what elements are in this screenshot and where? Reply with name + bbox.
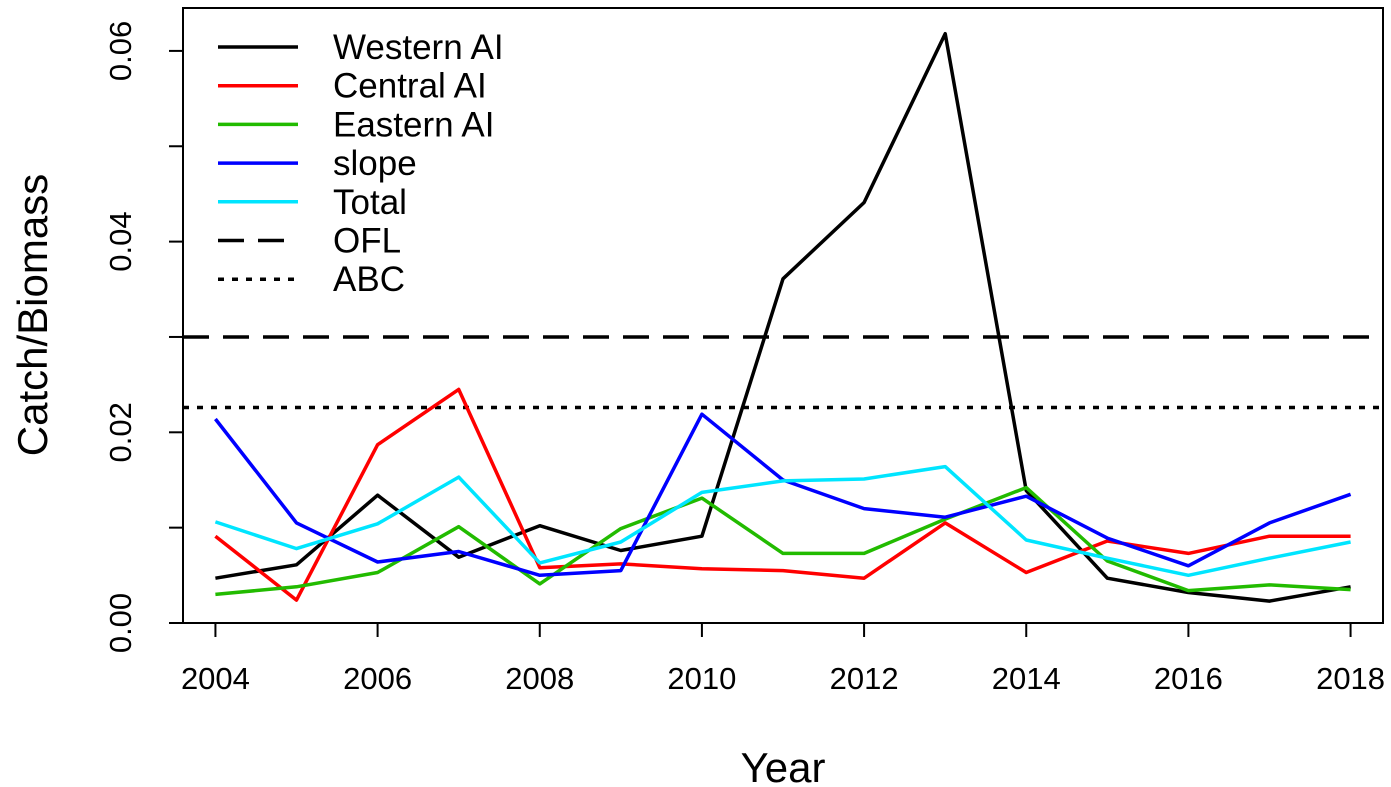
- y-tick-label: 0.02: [103, 402, 138, 462]
- series-line-central-ai: [214, 387, 1351, 602]
- legend-label-ofl: OFL: [333, 222, 401, 261]
- x-tick-label: 2010: [667, 661, 736, 696]
- y-tick-label: 0.04: [103, 211, 138, 271]
- legend-label-total: Total: [333, 183, 407, 222]
- x-tick-label: 2008: [505, 661, 574, 696]
- series-line-western-ai: [215, 31, 1351, 603]
- y-axis: 0.00 0.02 0.04 0.06: [103, 21, 183, 653]
- legend-label-central-ai: Central AI: [333, 67, 487, 106]
- x-axis: 2004 2006 2008 2010 2012 2014 2016 2018: [181, 623, 1385, 696]
- x-axis-title: Year: [741, 744, 826, 787]
- legend-label-eastern-ai: Eastern AI: [333, 105, 494, 144]
- reference-lines: [183, 335, 1383, 410]
- series-lines: [214, 31, 1352, 603]
- legend-label-western-ai: Western AI: [333, 28, 504, 67]
- x-tick-label: 2018: [1316, 661, 1385, 696]
- plot-frame: [182, 7, 1384, 624]
- y-tick-label: 0.06: [103, 21, 138, 81]
- series-line-eastern-ai: [215, 485, 1351, 597]
- x-tick-label: 2016: [1154, 661, 1223, 696]
- x-tick-label: 2014: [992, 661, 1061, 696]
- y-tick-label: 0.00: [103, 593, 138, 653]
- series-line-total: [214, 464, 1351, 578]
- legend-label-abc: ABC: [333, 260, 405, 299]
- y-axis-title: Catch/Biomass: [9, 174, 56, 456]
- x-tick-label: 2006: [343, 661, 412, 696]
- x-tick-label: 2012: [830, 661, 899, 696]
- x-tick-label: 2004: [181, 661, 250, 696]
- legend-label-slope: slope: [333, 144, 417, 183]
